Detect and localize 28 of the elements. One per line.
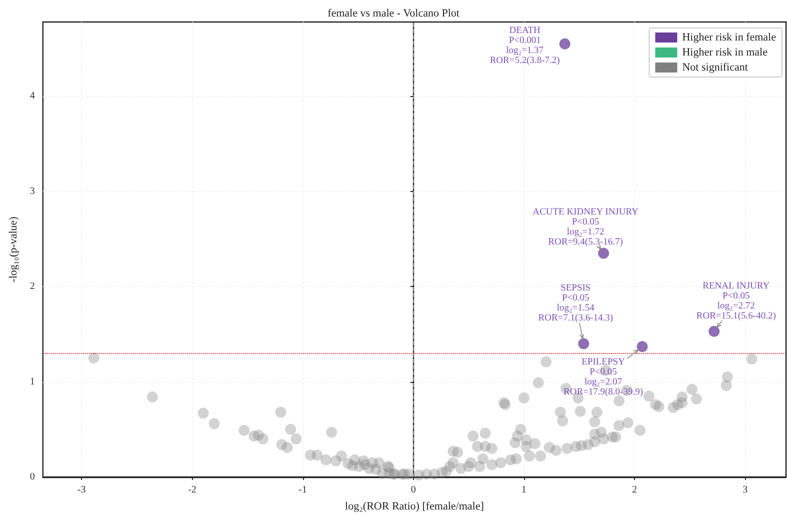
annotation: SEPSIS P<0.05 log₂=1.54 ROR=7.1(3.6-14.3): [538, 284, 614, 324]
y-tick-label: 2: [30, 281, 35, 292]
y-tick-label: 1: [30, 376, 35, 388]
annotation: RENAL INJURY P<0.05 log₂=2.72 ROR=15.1(5.6-40.2): [696, 281, 776, 322]
legend-label: Higher risk in female: [682, 32, 776, 44]
point: [578, 338, 590, 350]
y-tick-label: 3: [30, 186, 35, 197]
x-tick-label: 1: [521, 484, 526, 496]
y-axis-title: -log₁₀(p-value): [8, 216, 20, 282]
point: [708, 326, 720, 337]
x-tick-label: -2: [188, 484, 196, 496]
legend-label: Higher risk in male: [682, 46, 768, 58]
legend-label: Not significant: [682, 62, 748, 74]
annotation: DEATH P<0.001 log₂=1.37 ROR=5.2(3.8-7.2): [490, 26, 560, 66]
y-tick-label: 0: [30, 472, 35, 482]
x-tick-label: -1: [298, 484, 307, 496]
y-tick-label: 4: [30, 90, 35, 102]
chart-title: female vs male - Volcano Plot: [328, 8, 460, 20]
annotation: EPILEPSY P<0.05 log₂=2.07 ROR=17.9(8.0-39.9): [563, 358, 644, 398]
x-axis-title: log₂(ROR Ratio) [female/male]: [345, 500, 484, 512]
annotation: ACUTE KIDNEY INJURY P<0.05 log₂=1.72 ROR=9.4(5.3-16.7): [532, 207, 639, 248]
x-tick-label: -3: [77, 484, 86, 496]
point: [598, 248, 610, 259]
x-tick-label: 3: [742, 484, 748, 496]
x-tick-label: 2: [632, 484, 638, 496]
point: [559, 38, 570, 50]
x-tick-label: 0: [410, 484, 416, 496]
point: [636, 341, 648, 352]
